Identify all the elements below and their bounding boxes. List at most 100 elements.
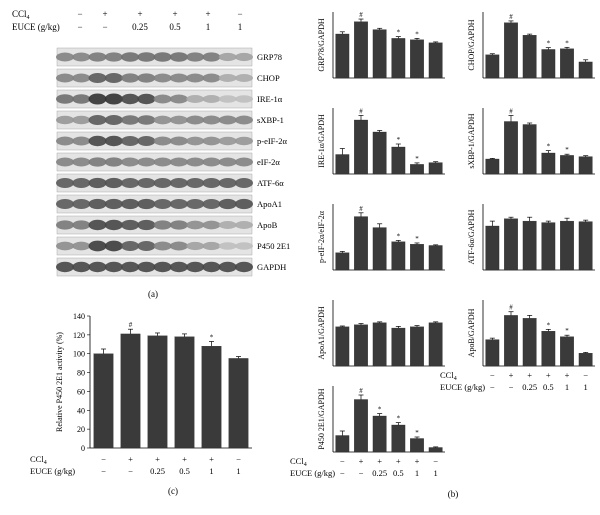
euce-value: 0.25 (372, 468, 387, 478)
blot-band (218, 221, 237, 229)
blot-band (186, 241, 205, 251)
significance-mark: # (359, 108, 363, 116)
blot-band (104, 240, 123, 252)
blot-band (121, 136, 140, 146)
significance-mark: # (359, 387, 363, 395)
blot-band (202, 178, 221, 188)
bar (372, 131, 387, 175)
ccl4-sign: − (236, 454, 241, 464)
bar (410, 39, 424, 79)
blot-band (88, 93, 107, 105)
euce-value: − (490, 382, 495, 392)
bar (541, 152, 556, 175)
blot-band (218, 95, 237, 103)
blot-band (202, 136, 221, 146)
blot-band (186, 261, 205, 273)
blot-band (104, 157, 123, 167)
blot-band (235, 52, 253, 62)
blot-row: IRE-1α (56, 89, 283, 109)
blot-band (235, 198, 253, 210)
bar (410, 164, 424, 175)
blot-band (169, 136, 188, 146)
blot-band (88, 157, 107, 167)
significance-mark: * (397, 29, 401, 37)
blot-band (169, 261, 188, 273)
euce-value: 1 (415, 468, 419, 478)
blot-band (218, 52, 237, 62)
blot-band (218, 198, 237, 210)
bar-chart: # * * GRP78/GAPDH (317, 11, 445, 79)
bar (485, 225, 500, 271)
blot-band (153, 199, 172, 209)
blot-band (56, 199, 74, 209)
bar (522, 35, 537, 79)
bar-chart: # * * * P450 2E1/GAPDH (317, 386, 445, 453)
blot-band (137, 157, 156, 167)
blot-band (137, 219, 156, 231)
bar (485, 339, 500, 367)
blot-label: eIF-2α (257, 157, 280, 167)
euce-value: − (102, 22, 107, 32)
blot-band (72, 52, 91, 62)
bar (354, 399, 368, 453)
euce-label: EUCE (g/kg) (440, 382, 485, 392)
bar (428, 42, 443, 79)
blot-band (169, 178, 188, 188)
blot-band (235, 221, 253, 229)
bar (335, 435, 350, 453)
bar (228, 358, 249, 449)
euce-value: − (359, 468, 364, 478)
blot-band (104, 219, 123, 231)
bar (201, 346, 222, 449)
blot-band (121, 219, 140, 231)
y-axis-label: sXBP-1/GAPDH (467, 113, 476, 168)
blot-band (202, 95, 221, 103)
bar (335, 252, 350, 271)
blot-band (153, 157, 172, 167)
significance-mark: * (415, 429, 419, 437)
blot-band (56, 94, 74, 104)
y-tick-label: 80 (77, 369, 85, 378)
blot-band (153, 241, 172, 251)
bar (541, 49, 556, 79)
blot-row: ATF-6α (56, 173, 284, 193)
euce-label: EUCE (g/kg) (30, 466, 75, 476)
blot-band (202, 199, 221, 209)
blot-band (72, 94, 91, 104)
blot-band (169, 157, 188, 167)
blot-band (137, 73, 156, 83)
blot-band (169, 115, 188, 125)
blot-band (186, 178, 205, 188)
bar (428, 322, 443, 367)
blot-band (186, 220, 205, 230)
bar (522, 318, 537, 367)
bar (504, 121, 518, 175)
blot-band (169, 220, 188, 230)
blot-band (202, 241, 221, 251)
blot-band (72, 157, 91, 167)
y-tick-label: 100 (73, 350, 85, 359)
blot-band (153, 115, 172, 125)
ccl4-sign: + (102, 9, 107, 19)
blot-band (235, 242, 253, 250)
blot-band (202, 157, 221, 167)
blot-band (121, 178, 140, 188)
blot-band (218, 157, 237, 167)
blot-band (121, 93, 140, 105)
blot-band (153, 220, 172, 230)
ccl4-label: CCl4 (30, 454, 47, 466)
blot-row: ApoB (56, 215, 278, 235)
y-tick-label: 140 (73, 312, 85, 321)
bar-chart: # * * CHOP/GAPDH (467, 12, 595, 79)
bar-chart: # * * ApoB/GAPDH (467, 300, 595, 367)
blot-band (137, 115, 156, 125)
blot-band (153, 178, 172, 188)
blot-band (56, 73, 74, 83)
blot-band (72, 220, 91, 230)
bar (354, 324, 368, 367)
bar-chart: ApoA1/GAPDH (317, 300, 445, 367)
significance-mark: * (397, 232, 401, 240)
significance-mark: # (509, 108, 513, 116)
blot-band (88, 198, 107, 210)
bar (391, 327, 406, 367)
